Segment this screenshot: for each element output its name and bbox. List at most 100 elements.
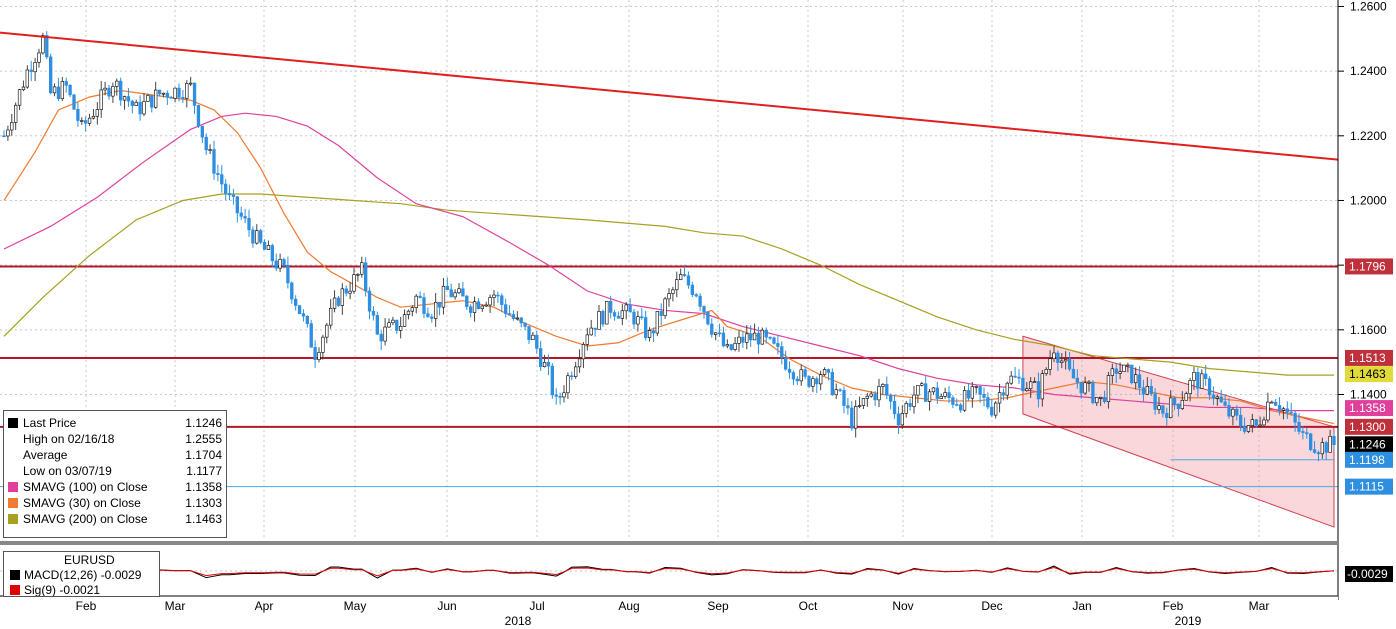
candle-body (220, 174, 224, 185)
candle-body (1332, 436, 1336, 445)
candle-body (492, 294, 496, 298)
candle-body (208, 149, 212, 151)
candle-body (1223, 401, 1227, 406)
candle-body (352, 274, 356, 292)
candle-body (1165, 412, 1169, 419)
x-tick-label: Dec (981, 599, 1002, 613)
candle-body (725, 344, 729, 347)
candle-body (865, 395, 869, 399)
candle-body (348, 290, 352, 294)
candle-body (562, 392, 566, 398)
candle-body (943, 392, 947, 397)
candle-body (694, 294, 698, 297)
candle-body (340, 288, 344, 306)
price-tag-label: 1.1796 (1349, 259, 1386, 273)
candle-body (1211, 394, 1216, 399)
candle-body (1196, 372, 1200, 389)
candle-body (791, 372, 796, 380)
candle-body (329, 308, 333, 326)
candle-body (974, 386, 978, 388)
candle-body (857, 405, 862, 407)
price-tag (1345, 436, 1393, 453)
legend-swatch (8, 482, 18, 492)
price-tag (1345, 366, 1393, 383)
candle-body (939, 396, 943, 399)
candle-body (235, 196, 239, 214)
candle-body (282, 259, 286, 266)
candle-body (356, 273, 360, 276)
candle-body (1231, 408, 1235, 417)
price-tag-label: 1.1246 (1349, 437, 1386, 451)
candle-body (1266, 401, 1270, 421)
candle-body (609, 300, 613, 313)
price-tag-label: 1.1300 (1349, 420, 1386, 434)
legend-value: 1.1358 (185, 480, 222, 494)
candle-body (1032, 381, 1037, 383)
candle-body (558, 396, 562, 398)
legend-swatch (8, 514, 18, 524)
candle-body (990, 406, 994, 416)
legend-value: 1.1177 (186, 464, 222, 478)
candle-body (364, 262, 368, 292)
candle-body (297, 305, 302, 315)
candle-body (212, 149, 216, 174)
candle-body (589, 327, 593, 336)
x-tick-label: Mar (165, 599, 186, 613)
candle-body (1102, 396, 1107, 402)
candle-body (671, 289, 675, 294)
candle-body (787, 368, 792, 373)
candle-body (745, 333, 749, 343)
sma200-line (3, 193, 1334, 376)
candle-body (227, 193, 232, 196)
x-axis-background (0, 596, 1338, 629)
candle-body (667, 293, 671, 300)
candle-body (239, 212, 243, 217)
candle-body (1095, 397, 1099, 404)
candle-body (1301, 431, 1305, 433)
candle-body (449, 289, 453, 298)
candle-body (266, 245, 271, 250)
x-tick-label: May (344, 599, 367, 613)
candle-body (1149, 386, 1153, 395)
candle-body (881, 384, 885, 387)
legend-name: SMAVG (200) on Close (23, 512, 148, 526)
candle-body (900, 413, 904, 426)
candle-body (749, 333, 753, 341)
candle-body (1258, 424, 1262, 427)
candle-body (1312, 449, 1317, 453)
sig-value: Sig(9) -0.0021 (24, 583, 101, 597)
candle-body (243, 216, 247, 219)
candle-body (1289, 411, 1293, 414)
legend-name: Low on 03/07/19 (23, 464, 112, 478)
candle-body (185, 83, 189, 99)
candle-body (994, 402, 998, 416)
candle-body (418, 295, 422, 298)
candle-body (869, 393, 873, 397)
candle-body (422, 297, 426, 314)
candle-body (710, 323, 714, 335)
candle-body (784, 357, 788, 370)
macd-row: MACD(12,26) -0.0029 (10, 568, 141, 583)
candle-body (25, 69, 29, 88)
legend-name: SMAVG (30) on Close (23, 496, 141, 510)
candle-body (461, 288, 465, 297)
y-tick-label: 1.2000 (1350, 193, 1387, 207)
legend-value: 1.1463 (185, 512, 222, 526)
candle-body (1316, 452, 1321, 455)
candle-body (173, 87, 177, 99)
candle-body (632, 311, 636, 325)
candle-body (336, 297, 341, 306)
candle-body (795, 378, 799, 382)
candle-body (1215, 396, 1219, 399)
candle-body (488, 297, 492, 306)
candle-body (434, 301, 438, 319)
candle-body (1009, 375, 1013, 384)
candle-body (321, 336, 325, 353)
candle-body (997, 392, 1002, 404)
candle-body (453, 292, 457, 298)
candle-body (181, 97, 185, 99)
candle-body (1071, 368, 1076, 379)
candle-body (978, 386, 982, 395)
candle-body (367, 290, 372, 312)
candle-body (91, 115, 96, 119)
